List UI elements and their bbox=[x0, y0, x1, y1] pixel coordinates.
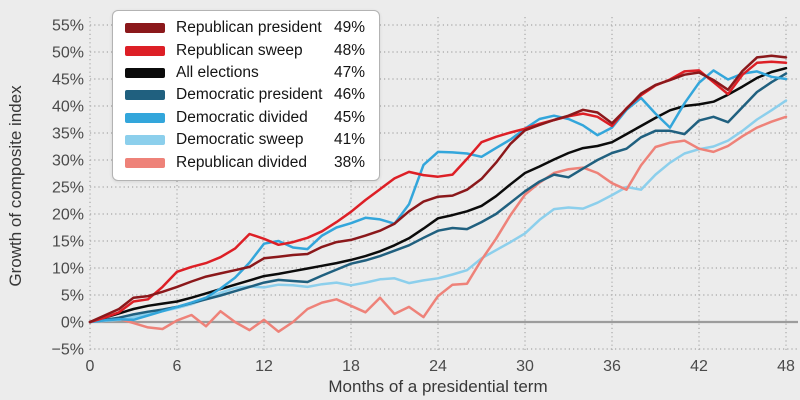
y-tick-label: 10% bbox=[52, 261, 84, 278]
y-tick-label: 5% bbox=[61, 288, 84, 305]
x-tick-label: 48 bbox=[777, 358, 795, 375]
legend-value: 49% bbox=[333, 19, 365, 37]
series-line-republican-divided bbox=[88, 115, 788, 333]
y-tick-label: 20% bbox=[52, 207, 84, 224]
legend-item-all-elections: All elections 47% bbox=[125, 62, 365, 84]
legend-value: 48% bbox=[333, 41, 365, 59]
series-line-all-elections bbox=[88, 66, 788, 324]
x-tick-label: 18 bbox=[342, 358, 360, 375]
legend-value: 47% bbox=[333, 63, 365, 81]
legend-swatch-all-elections bbox=[125, 67, 165, 78]
legend-swatch-republican-president bbox=[125, 23, 165, 34]
y-tick-label: 30% bbox=[52, 153, 84, 170]
x-tick-label: 24 bbox=[429, 358, 447, 375]
legend-label: Republican sweep bbox=[176, 41, 303, 59]
legend: Republican president 49% Republican sweep 4… bbox=[112, 10, 380, 181]
x-tick-label: 0 bbox=[86, 358, 95, 375]
y-tick-label: −5% bbox=[52, 342, 84, 359]
legend-item-democratic-divided: Democratic divided 45% bbox=[125, 107, 365, 129]
x-tick-label: 6 bbox=[173, 358, 182, 375]
legend-swatch-republican-divided bbox=[125, 157, 165, 168]
legend-swatch-democratic-sweep bbox=[125, 135, 165, 146]
y-tick-label: 15% bbox=[52, 234, 84, 251]
legend-item-democratic-sweep: Democratic sweep 41% bbox=[125, 129, 365, 151]
y-tick-label: 50% bbox=[52, 45, 84, 62]
series-lines bbox=[88, 54, 788, 333]
legend-item-democratic-president: Democratic president 46% bbox=[125, 84, 365, 106]
legend-swatch-republican-sweep bbox=[125, 45, 165, 56]
series-line-democratic-president bbox=[88, 72, 788, 324]
x-tick-label: 42 bbox=[690, 358, 708, 375]
y-tick-label: 25% bbox=[52, 180, 84, 197]
y-tick-label: 55% bbox=[52, 18, 84, 35]
y-tick-label: 0% bbox=[61, 315, 84, 332]
legend-value: 46% bbox=[333, 86, 365, 104]
legend-swatch-democratic-divided bbox=[125, 112, 165, 123]
legend-item-republican-sweep: Republican sweep 48% bbox=[125, 39, 365, 61]
legend-swatch-democratic-president bbox=[125, 90, 165, 101]
legend-label: Republican president bbox=[176, 19, 322, 37]
y-tick-label: 45% bbox=[52, 72, 84, 89]
x-tick-label: 36 bbox=[603, 358, 621, 375]
y-tick-label: 40% bbox=[52, 99, 84, 116]
y-axis-title: Growth of composite index bbox=[6, 85, 25, 287]
legend-item-republican-president: Republican president 49% bbox=[125, 17, 365, 39]
series-line-republican-president bbox=[88, 54, 788, 324]
legend-label: All elections bbox=[176, 63, 259, 81]
legend-value: 45% bbox=[333, 108, 365, 126]
legend-item-republican-divided: Republican divided 38% bbox=[125, 151, 365, 173]
legend-value: 41% bbox=[333, 131, 365, 149]
x-tick-label: 30 bbox=[516, 358, 534, 375]
legend-label: Republican divided bbox=[176, 153, 307, 171]
axis-tick-labels: 0 6 12 18 24 30 36 42 48 55% 50% 45% 40% 35% 30% 25% 20%… bbox=[52, 18, 795, 376]
x-axis-title: Months of a presidential term bbox=[328, 377, 547, 396]
legend-label: Democratic divided bbox=[176, 108, 308, 126]
x-tick-label: 12 bbox=[255, 358, 273, 375]
y-tick-label: 35% bbox=[52, 126, 84, 143]
legend-value: 38% bbox=[333, 153, 365, 171]
legend-label: Democratic president bbox=[176, 86, 323, 104]
legend-label: Democratic sweep bbox=[176, 131, 304, 149]
series-line-democratic-divided bbox=[88, 69, 788, 324]
